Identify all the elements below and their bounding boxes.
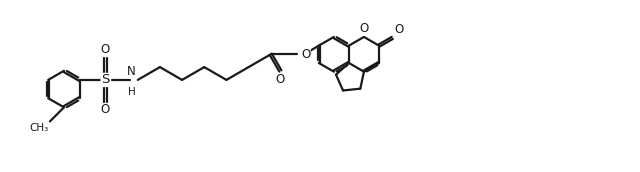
Text: O: O xyxy=(394,23,403,36)
Text: N: N xyxy=(127,65,136,78)
Text: O: O xyxy=(101,104,110,116)
Text: O: O xyxy=(101,43,110,56)
Text: CH₃: CH₃ xyxy=(29,123,49,133)
Text: H: H xyxy=(128,87,136,97)
Text: O: O xyxy=(276,73,285,86)
Text: O: O xyxy=(301,48,310,61)
Text: S: S xyxy=(101,73,109,86)
Text: O: O xyxy=(359,22,369,35)
